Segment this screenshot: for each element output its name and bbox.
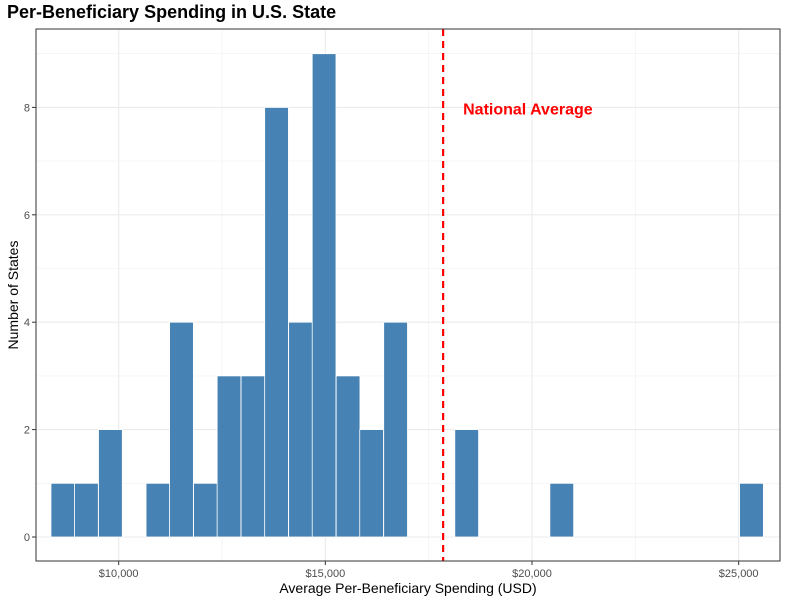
y-tick-label: 8	[24, 102, 30, 114]
plot-border	[35, 28, 781, 562]
y-tick-label: 2	[24, 425, 30, 437]
histogram-bar	[169, 321, 194, 538]
histogram-bar	[288, 321, 313, 538]
x-axis-ticks: $10,000 $15,000 $20,000 $25,000	[99, 561, 759, 580]
histogram-bars	[50, 53, 764, 538]
histogram-bar	[50, 482, 76, 538]
y-tick-label: 4	[24, 317, 30, 329]
x-axis-label: Average Per-Beneficiary Spending (USD)	[279, 580, 537, 596]
histogram-bar	[454, 429, 479, 538]
histogram-bar	[311, 53, 337, 538]
plot-panel	[36, 29, 780, 561]
x-tick-label: $10,000	[99, 568, 139, 580]
national-average-label: National Average	[463, 101, 593, 118]
histogram-bar	[216, 375, 242, 538]
histogram-bar	[74, 482, 99, 538]
x-tick-label: $15,000	[305, 568, 345, 580]
y-axis-label: Number of States	[5, 240, 21, 350]
histogram-bar	[145, 482, 171, 538]
histogram-bar	[264, 107, 289, 538]
y-axis-ticks: 0 2 4 6 8	[24, 102, 36, 544]
chart-title: Per-Beneficiary Spending in U.S. State	[7, 2, 337, 22]
histogram-bar	[98, 429, 123, 538]
histogram-bar	[383, 321, 408, 538]
histogram-bar	[193, 482, 218, 538]
histogram-bar	[359, 429, 384, 538]
y-tick-label: 0	[24, 532, 30, 544]
histogram-bar	[739, 482, 764, 538]
x-tick-label: $25,000	[719, 568, 759, 580]
histogram-bar	[335, 375, 361, 538]
reference-line-group: National Average	[442, 29, 593, 561]
histogram-bar	[549, 482, 575, 538]
y-tick-label: 6	[24, 210, 30, 222]
x-tick-label: $20,000	[512, 568, 552, 580]
histogram-bar	[240, 375, 266, 538]
